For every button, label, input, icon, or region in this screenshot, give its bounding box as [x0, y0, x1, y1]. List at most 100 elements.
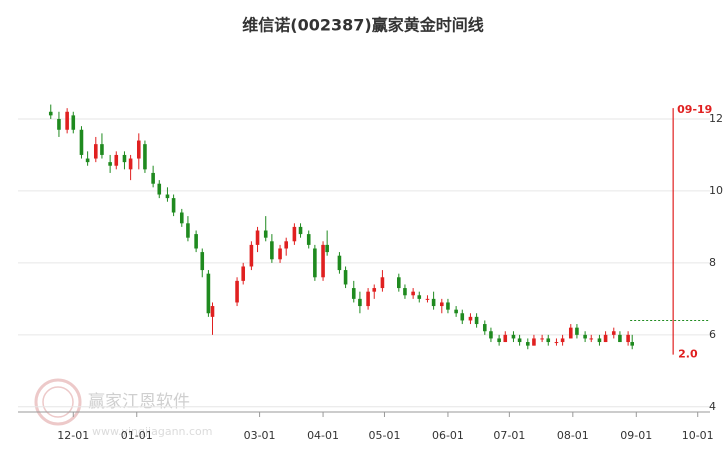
candle-body: [411, 291, 415, 296]
candle-body: [151, 172, 155, 184]
candle-body: [171, 198, 176, 213]
candle-body: [568, 327, 573, 339]
candle-body: [474, 316, 479, 325]
candle-body: [263, 230, 268, 238]
candle-body: [517, 338, 522, 343]
candle-body: [57, 118, 61, 130]
candle-body: [611, 331, 616, 335]
x-tick-label: 05-01: [368, 429, 400, 442]
candle-body: [114, 154, 119, 166]
candle-body: [179, 212, 184, 224]
candle-body: [298, 226, 303, 235]
y-tick-label: 10: [709, 184, 723, 197]
candle-body: [626, 334, 630, 343]
candle-body: [93, 144, 98, 159]
candle-body: [157, 183, 162, 195]
x-tick-label: 08-01: [557, 429, 589, 442]
watermark-url: www.yingjiagann.com: [92, 425, 213, 438]
annotation-label: 09-19: [677, 103, 712, 116]
candle-body: [583, 334, 587, 339]
x-tick-label: 01-01: [121, 429, 153, 442]
y-tick-label: 4: [709, 400, 716, 413]
candle-body: [603, 334, 608, 343]
candle-body: [366, 291, 370, 307]
candle-body: [417, 295, 422, 299]
candle-body: [454, 309, 458, 314]
y-tick-label: 6: [709, 328, 716, 341]
x-tick-label: 12-01: [57, 429, 89, 442]
candle-body: [79, 129, 84, 155]
candle-body: [460, 313, 465, 321]
candle-body: [425, 298, 430, 300]
candle-body: [337, 255, 342, 271]
annotation-note: 2.0: [678, 348, 698, 361]
candle-body: [65, 111, 69, 130]
candle-body: [325, 244, 329, 253]
candle-body: [278, 248, 282, 260]
candle-body: [186, 223, 190, 238]
candle-body: [241, 266, 246, 281]
candle-body: [306, 234, 311, 245]
candle-body: [597, 338, 602, 343]
candle-body: [284, 241, 289, 249]
candle-body: [343, 270, 348, 285]
candle-body: [439, 302, 444, 307]
candle-body: [85, 158, 90, 163]
candle-body: [560, 338, 565, 343]
candle-body: [372, 288, 377, 292]
candle-body: [540, 338, 544, 340]
candle-body: [431, 298, 436, 307]
candle-body: [122, 154, 127, 163]
candle-body: [194, 234, 198, 249]
candle-body: [48, 111, 53, 116]
candle-body: [554, 342, 559, 344]
x-tick-label: 04-01: [307, 429, 339, 442]
candle-body: [503, 334, 508, 343]
candle-body: [525, 342, 530, 346]
candle-body: [206, 273, 211, 314]
candle-body: [321, 244, 325, 278]
candle-body: [249, 244, 254, 267]
candle-body: [446, 302, 450, 310]
candle-body: [380, 277, 385, 289]
candle-body: [255, 230, 260, 245]
x-tick-label: 07-01: [493, 429, 525, 442]
candle-body: [532, 338, 536, 346]
candle-body: [108, 162, 112, 166]
candle-body: [358, 298, 362, 307]
candle-body: [351, 288, 356, 299]
x-tick-label: 10-01: [682, 429, 714, 442]
x-tick-label: 03-01: [244, 429, 276, 442]
candle-body: [397, 277, 401, 289]
candle-body: [210, 306, 215, 317]
candle-body: [468, 316, 473, 321]
watermark-name: 赢家江恩软件: [88, 392, 190, 412]
candle-body: [165, 194, 170, 199]
candle-body: [575, 327, 579, 335]
chart-title: 维信诺(002387)赢家黄金时间线: [242, 16, 483, 35]
candle-body: [200, 252, 205, 271]
candle-body: [100, 144, 104, 155]
y-tick-label: 8: [709, 256, 716, 269]
candle-body: [511, 334, 516, 339]
y-tick-label: 12: [709, 112, 723, 125]
candle-body: [546, 338, 551, 343]
watermark-logo-inner: [42, 386, 74, 418]
candle-body: [71, 115, 76, 130]
candle-body: [292, 226, 297, 242]
candle-body: [482, 324, 487, 332]
candle-body: [143, 144, 147, 170]
candle-body: [489, 331, 493, 339]
candle-body: [235, 280, 239, 303]
candle-body: [403, 288, 407, 296]
watermark-logo: [34, 378, 82, 426]
candle-body: [313, 248, 317, 278]
candle-body: [136, 140, 141, 159]
candle-body: [618, 334, 622, 343]
candle-body: [630, 342, 635, 346]
candle-body: [128, 158, 133, 170]
candle-body: [270, 241, 274, 260]
x-tick-label: 09-01: [620, 429, 652, 442]
candle-body: [589, 338, 594, 340]
